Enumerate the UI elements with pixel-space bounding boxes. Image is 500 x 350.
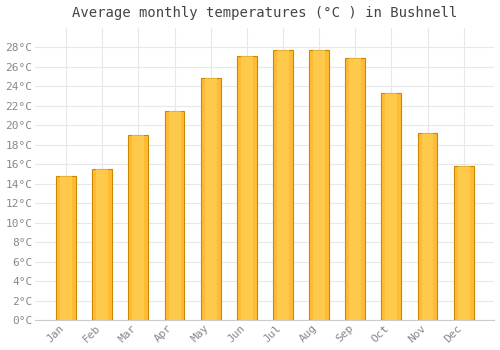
Bar: [128, 135, 148, 320]
Bar: [132, 135, 144, 320]
Bar: [422, 133, 434, 320]
Bar: [241, 56, 253, 320]
Bar: [164, 111, 184, 320]
Bar: [350, 58, 361, 320]
Bar: [313, 50, 325, 320]
Bar: [458, 166, 469, 320]
Bar: [454, 166, 473, 320]
Bar: [204, 78, 216, 320]
Bar: [277, 50, 289, 320]
Bar: [200, 78, 220, 320]
Bar: [382, 93, 402, 320]
Bar: [386, 93, 398, 320]
Bar: [92, 169, 112, 320]
Bar: [60, 176, 72, 320]
Title: Average monthly temperatures (°C ) in Bushnell: Average monthly temperatures (°C ) in Bu…: [72, 6, 458, 20]
Bar: [418, 133, 438, 320]
Bar: [237, 56, 257, 320]
Bar: [168, 111, 180, 320]
Bar: [56, 176, 76, 320]
Bar: [96, 169, 108, 320]
Bar: [273, 50, 293, 320]
Bar: [346, 58, 365, 320]
Bar: [309, 50, 329, 320]
